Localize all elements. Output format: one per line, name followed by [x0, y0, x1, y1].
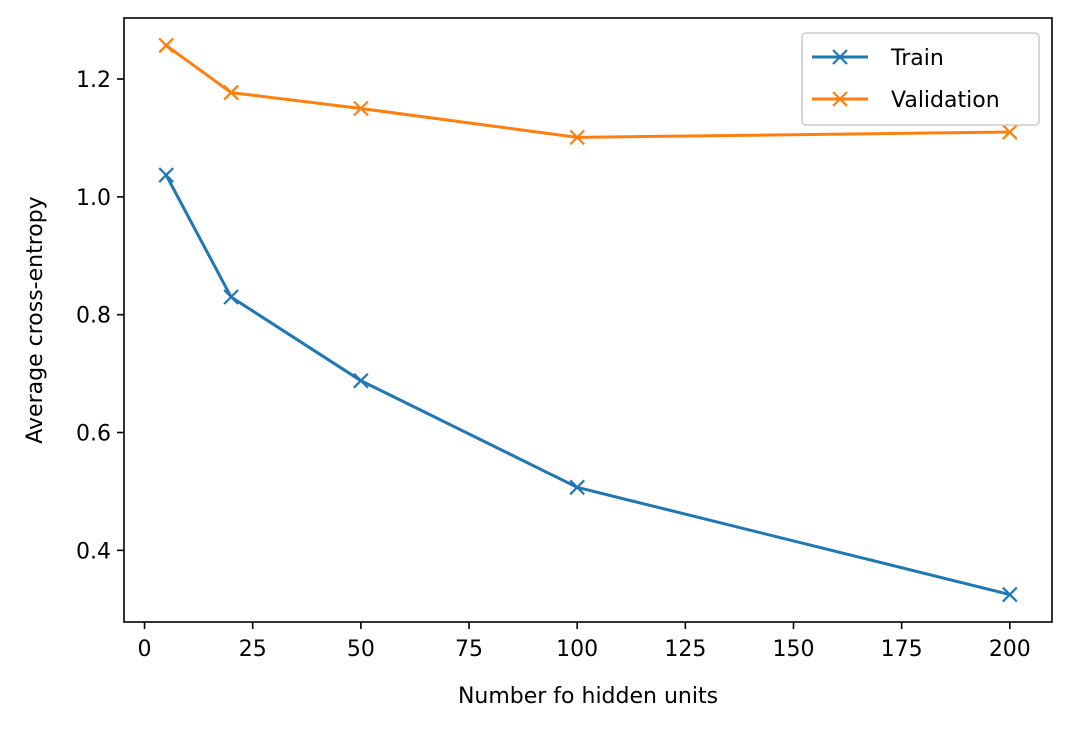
- plot-area-frame: [123, 17, 1053, 623]
- x-tick-label: 0: [138, 637, 152, 662]
- x-marker-stroke: [353, 372, 369, 389]
- legend: Train Validation: [801, 32, 1040, 126]
- x-tick-label: 150: [773, 637, 815, 662]
- validation-data-point: [569, 129, 585, 146]
- x-marker-stroke: [223, 289, 239, 305]
- train-data-point: [569, 479, 585, 496]
- x-marker-stroke: [1002, 124, 1018, 140]
- x-marker-stroke: [1002, 586, 1018, 603]
- train-data-point: [353, 372, 369, 389]
- validation-data-point: [353, 100, 369, 117]
- y-tick-label: 1.0: [76, 186, 111, 211]
- legend-entry-validation: Validation: [812, 88, 1000, 113]
- train-data-point: [223, 289, 239, 305]
- y-axis-ticks: 0.4 0.6 0.8 1.0 1.2: [76, 68, 124, 564]
- x-tick-label: 25: [239, 637, 267, 662]
- x-axis-label: Number fo hidden units: [458, 684, 718, 709]
- y-tick-label: 0.8: [76, 304, 111, 329]
- y-tick-label: 0.4: [76, 539, 111, 564]
- series-layer: [158, 37, 1018, 603]
- legend-label: Validation: [891, 88, 1000, 113]
- x-tick-label: 75: [455, 637, 483, 662]
- validation-data-point: [158, 37, 174, 54]
- x-tick-label: 200: [989, 637, 1031, 662]
- y-tick-label: 1.2: [76, 68, 111, 93]
- train-data-point: [1002, 586, 1018, 603]
- legend-marker-stroke: [832, 91, 848, 107]
- x-axis-ticks: 0 25 50 75 100 125 150 175 200: [138, 622, 1031, 662]
- x-tick-label: 175: [881, 637, 923, 662]
- x-tick-label: 125: [664, 637, 706, 662]
- legend-entry-train: Train: [812, 46, 944, 71]
- validation-data-point: [1002, 124, 1018, 140]
- x-marker-stroke: [569, 479, 585, 496]
- validation-data-point: [223, 84, 239, 101]
- x-marker-stroke: [353, 100, 369, 117]
- x-marker-stroke: [569, 129, 585, 146]
- x-tick-label: 100: [556, 637, 598, 662]
- legend-label: Train: [890, 46, 944, 71]
- legend-marker-stroke: [832, 49, 848, 65]
- train-data-point: [158, 167, 174, 183]
- x-tick-label: 50: [347, 637, 375, 662]
- x-marker-stroke: [158, 37, 174, 54]
- x-marker-stroke: [223, 84, 239, 101]
- y-axis-label: Average cross-entropy: [23, 196, 48, 443]
- y-tick-label: 0.6: [76, 422, 111, 447]
- x-marker-stroke: [158, 167, 174, 183]
